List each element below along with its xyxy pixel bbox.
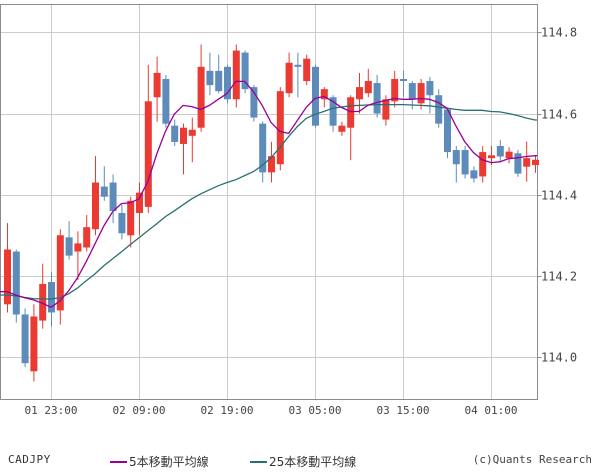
candle-body bbox=[303, 58, 311, 82]
candle-body bbox=[250, 87, 258, 118]
candle-body bbox=[294, 64, 302, 67]
candles bbox=[4, 44, 539, 382]
candle-body bbox=[259, 123, 267, 173]
candle-body bbox=[488, 155, 495, 159]
ma5-line bbox=[0, 80, 537, 308]
candle-body bbox=[144, 101, 152, 207]
candle-body bbox=[241, 52, 249, 90]
y-tick-label: 114.8 bbox=[541, 26, 577, 40]
x-tick-label: 02 19:00 bbox=[201, 404, 254, 417]
candle-body bbox=[329, 97, 337, 126]
candle-body bbox=[505, 151, 513, 159]
candle-body bbox=[180, 127, 187, 144]
candle-body bbox=[56, 235, 64, 311]
candle-body bbox=[136, 192, 143, 213]
y-axis-labels: 114.8 114.6 114.4 114.2 114.0 bbox=[537, 26, 577, 365]
y-tick-label: 114.6 bbox=[541, 108, 577, 122]
candle-body bbox=[400, 78, 407, 82]
y-tick-label: 114.2 bbox=[541, 270, 577, 284]
candle-body bbox=[65, 237, 73, 256]
candle-body bbox=[224, 66, 231, 100]
candle-body bbox=[523, 158, 531, 167]
candle-body bbox=[356, 87, 363, 100]
ma25-label: 25本移動平均線 bbox=[269, 455, 357, 469]
candle-body bbox=[364, 81, 372, 94]
ma5-line-swatch bbox=[110, 460, 127, 463]
candle-body bbox=[153, 72, 161, 98]
candle-body bbox=[347, 97, 355, 128]
candle-body bbox=[171, 125, 179, 142]
candle-body bbox=[320, 89, 328, 100]
candle-body bbox=[100, 186, 108, 197]
candle-body bbox=[496, 145, 504, 157]
candle-body bbox=[452, 150, 460, 165]
candle-body bbox=[188, 129, 196, 136]
gridlines bbox=[0, 4, 538, 400]
legend-item-ma25: 25本移動平均線 bbox=[250, 453, 356, 470]
candle-body bbox=[276, 91, 284, 165]
symbol-label: CADJPY bbox=[8, 453, 51, 466]
candle-body bbox=[118, 212, 126, 234]
candle-body bbox=[92, 182, 99, 230]
candle-body bbox=[4, 249, 11, 305]
y-tick-label: 114.0 bbox=[541, 351, 577, 365]
ma25-line-swatch bbox=[250, 460, 267, 463]
x-axis-labels: 01 23:00 02 09:00 02 19:00 03 05:00 03 15:00… bbox=[25, 404, 518, 417]
candle-body bbox=[48, 281, 55, 313]
candle-body bbox=[109, 182, 117, 211]
candle-body bbox=[373, 83, 381, 114]
plot-border bbox=[0, 4, 538, 400]
ma5-label: 5本移動平均線 bbox=[129, 455, 209, 469]
candle-body bbox=[215, 70, 223, 92]
y-tick-label: 114.4 bbox=[541, 189, 577, 203]
candle-body bbox=[21, 314, 29, 364]
copyright: (c)Quants Research bbox=[472, 453, 592, 466]
candle-body bbox=[39, 284, 47, 321]
candle-body bbox=[382, 99, 390, 120]
candle-body bbox=[232, 50, 240, 100]
candle-body bbox=[206, 70, 214, 86]
legend-item-ma5: 5本移動平均線 bbox=[110, 453, 209, 470]
candle-body bbox=[444, 109, 451, 153]
x-tick-label: 02 09:00 bbox=[113, 404, 166, 417]
candle-body bbox=[514, 153, 522, 174]
candle-body bbox=[435, 95, 443, 124]
candle-body bbox=[285, 62, 293, 94]
x-tick-label: 03 15:00 bbox=[377, 404, 430, 417]
candle-body bbox=[268, 156, 275, 173]
candle-body bbox=[461, 150, 469, 175]
candle-body bbox=[338, 125, 346, 132]
x-tick-label: 03 05:00 bbox=[289, 404, 342, 417]
candle-body bbox=[197, 66, 205, 128]
candle-body bbox=[426, 81, 434, 96]
candle-body bbox=[391, 78, 399, 102]
candle-body bbox=[479, 152, 487, 177]
candle-body bbox=[127, 200, 135, 236]
candle-body bbox=[408, 83, 416, 100]
candle-body bbox=[74, 243, 82, 252]
candle-body bbox=[417, 83, 425, 104]
ma25-line bbox=[0, 103, 537, 300]
candle-body bbox=[30, 316, 38, 372]
candlestick-chart: 114.8 114.6 114.4 114.2 114.0 01 23:00 02 09:0… bbox=[0, 4, 577, 417]
candle-body bbox=[532, 159, 539, 166]
x-tick-label: 01 23:00 bbox=[25, 404, 78, 417]
candle-body bbox=[470, 170, 478, 179]
candle-body bbox=[162, 78, 170, 124]
x-tick-label: 04 01:00 bbox=[465, 404, 518, 417]
candle-body bbox=[312, 66, 319, 126]
candle-body bbox=[83, 227, 91, 248]
candle-body bbox=[12, 251, 20, 315]
legend-bar: CADJPY 5本移動平均線 25本移動平均線 (c)Quants Resear… bbox=[0, 450, 600, 470]
